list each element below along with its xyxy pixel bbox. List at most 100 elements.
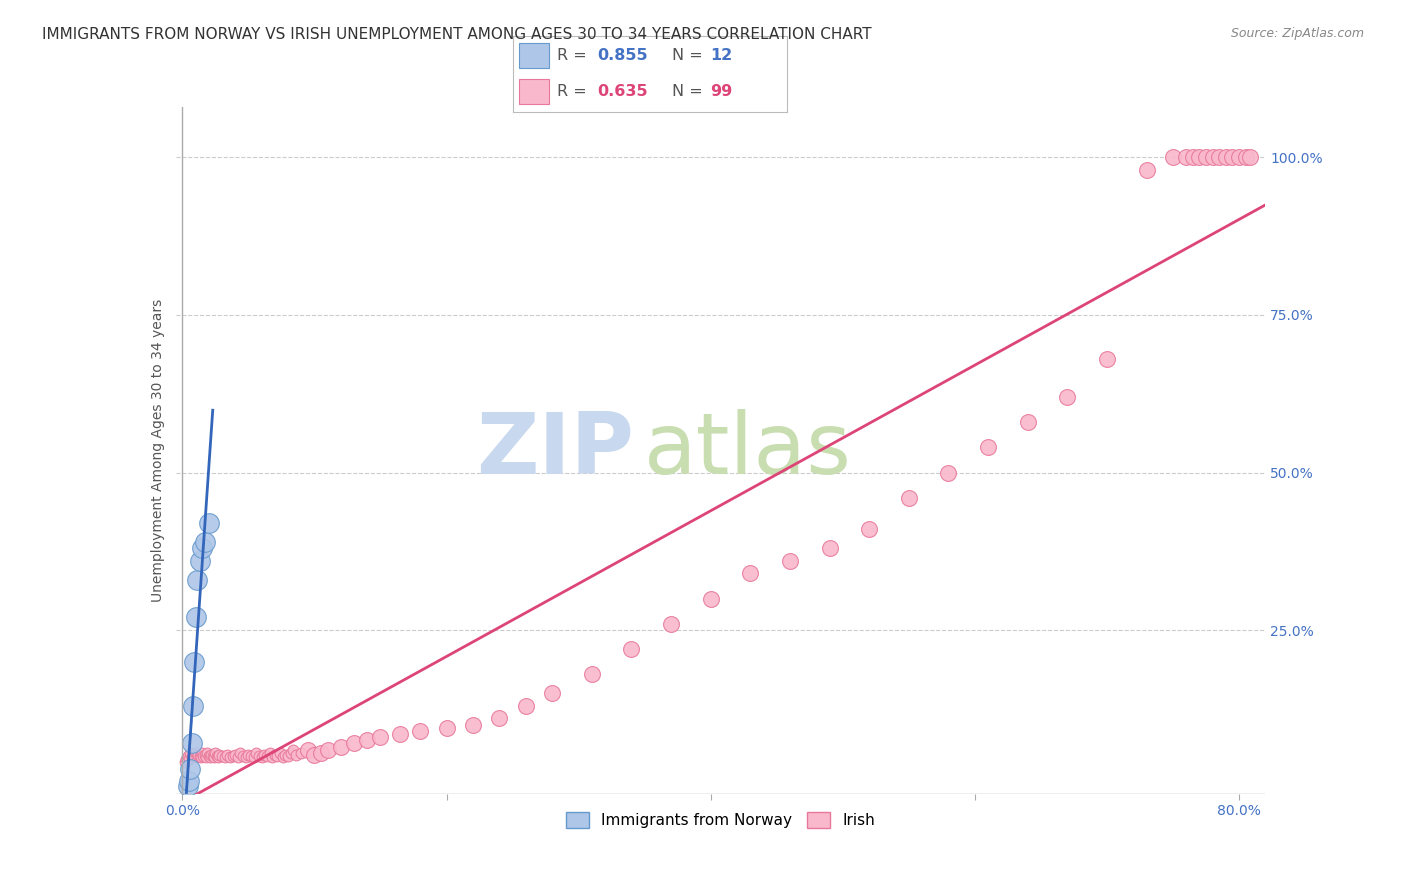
Point (208, 747, 231, 762)
Point (316, 743, 339, 757)
Point (779, 554, 801, 568)
Point (205, 749, 228, 764)
Point (488, 711, 510, 725)
Point (370, 730, 392, 744)
Text: R =: R = (557, 84, 592, 99)
Point (181, 698, 204, 713)
Text: IMMIGRANTS FROM NORWAY VS IRISH UNEMPLOYMENT AMONG AGES 30 TO 34 YEARS CORRELATI: IMMIGRANTS FROM NORWAY VS IRISH UNEMPLOY… (42, 27, 872, 42)
Point (581, 667, 603, 681)
Point (229, 746, 252, 760)
Point (284, 747, 307, 762)
Point (297, 743, 319, 757)
Point (1227, 151, 1250, 165)
Point (343, 736, 366, 750)
Point (211, 749, 233, 764)
Point (197, 516, 219, 530)
Point (183, 749, 205, 764)
Point (200, 747, 222, 762)
Point (461, 717, 484, 731)
Point (818, 541, 841, 555)
Point (1017, 415, 1039, 429)
Point (193, 749, 215, 764)
Point (176, 749, 198, 764)
Point (179, 746, 201, 760)
Point (659, 616, 682, 631)
Point (184, 610, 207, 624)
Point (1201, 151, 1223, 165)
Text: R =: R = (557, 47, 592, 62)
Point (253, 747, 276, 762)
Point (1181, 151, 1204, 165)
Point (1161, 151, 1184, 165)
Point (176, 752, 198, 766)
Legend: Immigrants from Norway, Irish: Immigrants from Norway, Irish (560, 806, 882, 834)
Point (977, 440, 1000, 454)
Point (179, 762, 201, 776)
Bar (519, 43, 548, 68)
Point (283, 743, 305, 757)
Point (180, 736, 202, 750)
Point (224, 747, 246, 762)
Text: N =: N = (672, 47, 709, 62)
Point (214, 750, 236, 764)
Point (280, 746, 302, 760)
Point (1195, 151, 1218, 165)
Point (436, 721, 458, 735)
Point (897, 491, 920, 505)
Point (242, 750, 264, 764)
Point (274, 747, 297, 762)
Point (181, 747, 204, 762)
Point (271, 750, 294, 764)
Point (304, 747, 326, 762)
Text: 12: 12 (710, 47, 733, 62)
Point (858, 522, 880, 536)
Point (207, 750, 229, 764)
Point (198, 750, 221, 764)
Point (1056, 390, 1078, 404)
Point (247, 749, 270, 764)
Point (174, 756, 197, 770)
Point (180, 750, 202, 764)
Point (197, 749, 219, 764)
Point (176, 779, 198, 793)
Text: atlas: atlas (644, 409, 852, 492)
Point (245, 746, 267, 760)
Point (409, 723, 432, 738)
Point (515, 698, 537, 713)
Point (187, 747, 209, 762)
Point (329, 739, 352, 754)
Point (226, 750, 249, 764)
Point (269, 746, 291, 760)
Point (1208, 151, 1230, 165)
Point (221, 749, 243, 764)
Text: 0.635: 0.635 (596, 84, 647, 99)
Point (219, 750, 242, 764)
Point (256, 749, 278, 764)
Point (259, 746, 281, 760)
Point (699, 591, 721, 606)
Point (262, 750, 284, 764)
Point (201, 749, 224, 764)
Point (1175, 151, 1198, 165)
Point (250, 750, 273, 764)
Point (202, 750, 225, 764)
Point (190, 750, 212, 764)
Point (188, 554, 211, 568)
Point (188, 749, 211, 764)
Point (290, 746, 312, 760)
Text: 99: 99 (710, 84, 733, 99)
Point (217, 747, 239, 762)
Point (191, 746, 214, 760)
Point (620, 642, 643, 657)
Point (235, 750, 257, 764)
Point (1234, 151, 1257, 165)
Point (186, 750, 208, 764)
Point (177, 752, 200, 766)
Point (195, 750, 218, 764)
Point (194, 534, 217, 549)
Y-axis label: Unemployment Among Ages 30 to 34 years: Unemployment Among Ages 30 to 34 years (150, 299, 165, 602)
Text: ZIP: ZIP (475, 409, 633, 492)
Text: N =: N = (672, 84, 709, 99)
Text: 0.855: 0.855 (596, 47, 647, 62)
Point (191, 541, 214, 555)
